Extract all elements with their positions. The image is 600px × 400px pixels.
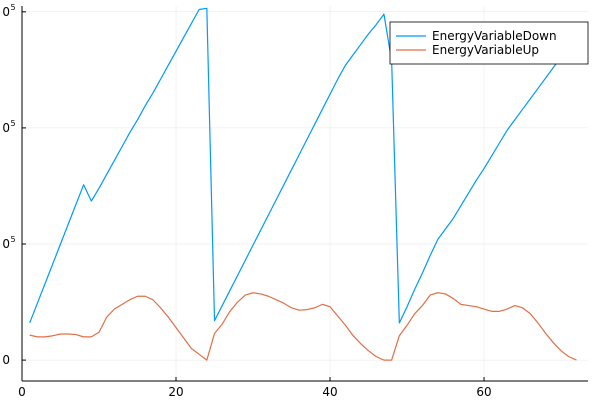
y-tick-label-exponent: 5 xyxy=(11,119,16,128)
legend-label-energy-variable-up: EnergyVariableUp xyxy=(432,43,539,57)
y-tick-label-text: 0 xyxy=(2,353,10,367)
y-tick-label-text: 0 xyxy=(2,121,10,135)
y-tick-label-text: 0 xyxy=(2,237,10,251)
y-axis-ticks: 00 50 50 5 xyxy=(2,3,26,367)
legend-box xyxy=(389,21,589,65)
x-tick-label: 0 xyxy=(18,385,26,399)
axes xyxy=(21,6,588,382)
series-line-energy-variable-up xyxy=(29,292,577,361)
y-tick-label-exponent: 5 xyxy=(11,235,16,244)
legend-label-energy-variable-down: EnergyVariableDown xyxy=(432,29,557,43)
series-lines xyxy=(29,7,577,361)
series-line-energy-variable-down xyxy=(29,7,577,324)
y-tick-label-exponent: 5 xyxy=(11,3,16,12)
grid-lines xyxy=(21,6,588,381)
y-tick-label-text: 0 xyxy=(2,5,10,19)
y-tick-label: 0 xyxy=(2,353,10,367)
x-tick-label: 20 xyxy=(168,385,183,399)
x-tick-label: 60 xyxy=(476,385,491,399)
x-axis-ticks: 0 20 40 60 xyxy=(18,377,492,399)
x-tick-label: 40 xyxy=(322,385,337,399)
legend: EnergyVariableDown EnergyVariableUp xyxy=(389,21,589,65)
